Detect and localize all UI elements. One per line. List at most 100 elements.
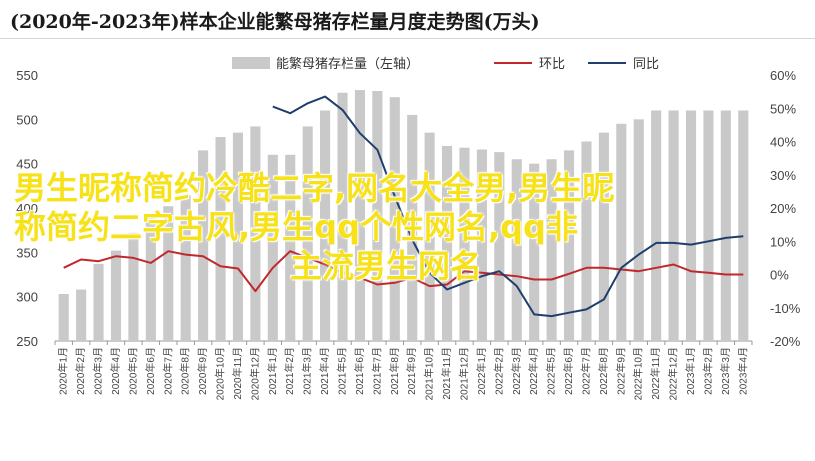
- x-tick-label: 2022年10月: [632, 347, 645, 400]
- bar: [529, 163, 540, 341]
- bar: [76, 289, 87, 341]
- bar: [616, 123, 627, 342]
- x-tick-label: 2021年6月: [353, 347, 366, 395]
- left-tick-label: 550: [16, 68, 38, 83]
- left-tick-label: 250: [16, 334, 38, 349]
- x-tick-label: 2020年4月: [109, 347, 122, 395]
- x-tick-label: 2022年5月: [545, 347, 558, 395]
- left-tick-label: 450: [16, 157, 38, 172]
- x-tick-label: 2021年7月: [370, 347, 383, 395]
- bar: [424, 132, 435, 341]
- x-tick-label: 2021年10月: [423, 347, 436, 400]
- bar: [738, 110, 749, 341]
- bar: [285, 154, 296, 341]
- tongbi-line: [272, 95, 744, 318]
- bar: [302, 126, 313, 341]
- bar: [389, 97, 400, 341]
- bar: [720, 110, 731, 341]
- bar: [180, 195, 191, 341]
- x-tick-label: 2020年2月: [74, 347, 87, 395]
- x-tick-label: 2020年10月: [214, 347, 227, 400]
- huanbi-line: [63, 250, 744, 293]
- line-series: [63, 95, 744, 318]
- right-tick-label: 10%: [770, 234, 796, 249]
- x-tick-label: 2021年4月: [318, 347, 331, 395]
- x-tick-label: 2022年12月: [667, 347, 680, 400]
- bar: [581, 141, 592, 341]
- bar: [145, 216, 156, 341]
- x-tick-label: 2020年9月: [196, 347, 209, 395]
- bar: [128, 232, 139, 341]
- bar: [372, 90, 383, 342]
- chart-title: (2020年-2023年)样本企业能繁母猪存栏量月度走势图(万头): [10, 11, 540, 33]
- title-bar: (2020年-2023年)样本企业能繁母猪存栏量月度走势图(万头): [0, 0, 815, 39]
- bar: [215, 137, 226, 341]
- bar: [598, 132, 609, 341]
- chart-area: 能繁母猪存栏量（左轴） 环比 同比 250 300 350 400 450 500 550 -2…: [16, 56, 801, 400]
- x-tick-label: 2022年8月: [597, 347, 610, 395]
- bar-series: [58, 90, 749, 342]
- bar: [93, 263, 104, 341]
- bar: [407, 114, 418, 342]
- x-tick-label: 2021年11月: [440, 347, 453, 400]
- legend-label-bar: 能繁母猪存栏量（左轴）: [276, 56, 419, 72]
- x-tick-label: 2021年1月: [266, 347, 279, 395]
- x-tick-label: 2022年9月: [614, 347, 627, 395]
- x-tick-label: 2022年3月: [510, 347, 523, 395]
- x-tick-label: 2020年3月: [92, 347, 105, 395]
- legend: 能繁母猪存栏量（左轴） 环比 同比: [232, 56, 659, 72]
- x-tick-label: 2021年5月: [336, 347, 349, 395]
- bar: [354, 90, 365, 341]
- bar: [511, 159, 522, 341]
- bar: [703, 110, 714, 341]
- x-tick-label: 2021年2月: [283, 347, 296, 395]
- bar: [633, 119, 644, 341]
- bar: [163, 206, 174, 341]
- right-tick-label: 50%: [770, 101, 796, 116]
- legend-label-tongbi: 同比: [633, 57, 659, 72]
- x-tick-label: 2022年6月: [562, 347, 575, 395]
- bar: [110, 250, 122, 341]
- x-tick-label: 2022年11月: [649, 347, 662, 400]
- bar: [476, 149, 487, 341]
- right-tick-label: 0%: [770, 268, 789, 283]
- x-axis: 2020年1月 2020年2月 2020年3月 2020年4月 2020年5月 2020年…: [54, 341, 753, 400]
- x-tick-label: 2022年4月: [527, 347, 540, 395]
- x-tick-label: 2022年7月: [579, 347, 592, 395]
- legend-label-huanbi: 环比: [539, 57, 565, 72]
- bar: [494, 152, 505, 341]
- left-tick-label: 300: [16, 290, 38, 305]
- right-axis: -20% -10% 0% 10% 20% 30% 40% 50% 60%: [770, 68, 801, 349]
- x-tick-label: 2020年6月: [144, 347, 157, 395]
- x-tick-label: 2020年1月: [57, 347, 70, 395]
- x-tick-label: 2021年3月: [301, 347, 314, 395]
- right-tick-label: -20%: [770, 334, 801, 349]
- left-tick-label: 400: [16, 201, 38, 216]
- bar: [267, 154, 278, 341]
- bar: [459, 147, 470, 341]
- x-tick-label: 2021年12月: [457, 347, 470, 400]
- legend-swatch-bar: [232, 57, 270, 69]
- bar: [320, 110, 331, 341]
- x-tick-label: 2023年2月: [701, 347, 714, 395]
- right-tick-label: 20%: [770, 201, 796, 216]
- x-tick-label: 2020年5月: [126, 347, 139, 395]
- bar: [563, 150, 575, 341]
- bar: [337, 92, 348, 341]
- x-tick-label: 2022年2月: [492, 347, 505, 395]
- bar: [651, 110, 662, 341]
- bar: [442, 145, 453, 341]
- x-tick-label: 2022年1月: [475, 347, 488, 395]
- x-tick-label: 2023年1月: [684, 347, 697, 395]
- x-tick-label: 2021年8月: [388, 347, 401, 395]
- bar: [198, 150, 209, 341]
- bar: [232, 132, 244, 341]
- left-axis: 250 300 350 400 450 500 550: [16, 68, 38, 349]
- left-tick-label: 500: [16, 112, 38, 127]
- bar: [546, 159, 557, 341]
- x-tick-label: 2020年12月: [248, 347, 261, 400]
- right-tick-label: 30%: [770, 168, 796, 183]
- left-tick-label: 350: [16, 245, 38, 260]
- x-tick-label: 2023年4月: [736, 347, 749, 395]
- bar: [685, 110, 697, 341]
